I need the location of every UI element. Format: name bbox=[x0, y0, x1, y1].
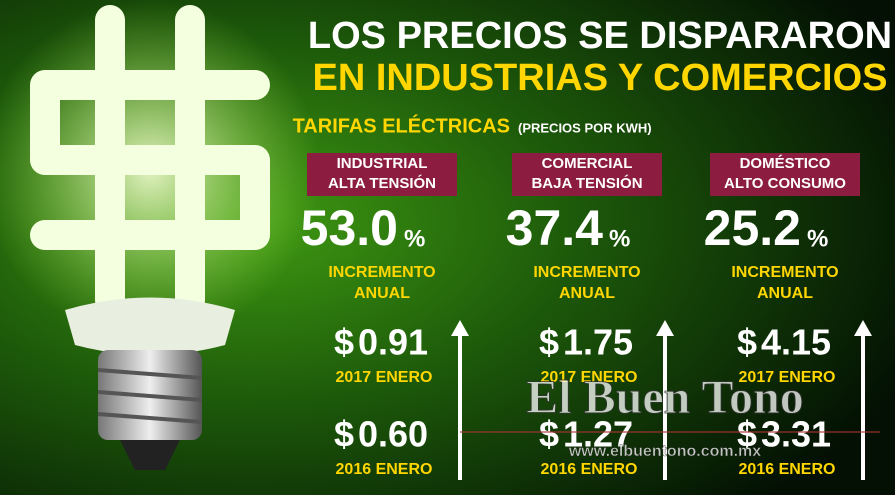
label-box bbox=[307, 153, 457, 196]
label-line: INDUSTRIAL bbox=[337, 155, 428, 172]
price-amount: 1.75 bbox=[563, 322, 633, 363]
price-amount: 1.27 bbox=[563, 414, 633, 455]
caption-line: INCREMENTO bbox=[328, 264, 435, 281]
caption-line: ANUAL bbox=[559, 285, 615, 302]
price-currency: $ bbox=[334, 322, 354, 363]
percent-unit: % bbox=[807, 225, 828, 252]
price-amount: 0.60 bbox=[358, 414, 428, 455]
subtitle: TARIFAS ELÉCTRICAS bbox=[293, 114, 510, 137]
watermark: El Buen Tono www.elbuentono.com.mx bbox=[460, 371, 880, 460]
price-period: 2016 ENERO bbox=[739, 461, 836, 478]
watermark-name: El Buen Tono bbox=[526, 371, 804, 424]
percent-unit: % bbox=[404, 225, 425, 252]
caption-line: INCREMENTO bbox=[533, 264, 640, 281]
caption-line: INCREMENTO bbox=[731, 264, 838, 281]
percent-unit: % bbox=[609, 225, 630, 252]
price-period: 2016 ENERO bbox=[541, 461, 638, 478]
title-line: LOS PRECIOS SE DISPARARON bbox=[308, 15, 892, 57]
title-line: EN INDUSTRIAS Y COMERCIOS bbox=[312, 57, 887, 99]
price-currency: $ bbox=[737, 414, 757, 455]
price-period: 2017 ENERO bbox=[541, 369, 638, 386]
price-amount: 3.31 bbox=[761, 414, 831, 455]
price-amount: 4.15 bbox=[761, 322, 831, 363]
price-period: 2017 ENERO bbox=[336, 369, 433, 386]
caption-line: ANUAL bbox=[757, 285, 813, 302]
price-period: 2016 ENERO bbox=[336, 461, 433, 478]
caption-line: ANUAL bbox=[354, 285, 410, 302]
price-period: 2017 ENERO bbox=[739, 369, 836, 386]
label-line: DOMÉSTICO bbox=[740, 155, 831, 172]
price-amount: 0.91 bbox=[358, 322, 428, 363]
percent-value: 37.4 bbox=[506, 200, 604, 256]
label-box bbox=[710, 153, 860, 196]
price-currency: $ bbox=[539, 322, 559, 363]
watermark-url: www.elbuentono.com.mx bbox=[568, 443, 761, 460]
arrow-head bbox=[854, 320, 872, 336]
label-line: ALTA TENSIÓN bbox=[328, 174, 436, 192]
subtitle-note: (PRECIOS POR KWH) bbox=[518, 120, 652, 135]
price-currency: $ bbox=[737, 322, 757, 363]
label-box bbox=[512, 153, 662, 196]
label-line: ALTO CONSUMO bbox=[724, 175, 846, 192]
label-line: BAJA TENSIÓN bbox=[531, 174, 642, 192]
columns: INDUSTRIAL ALTA TENSIÓN 53.0 % INCREMENTO ANU… bbox=[301, 153, 872, 480]
arrow-head bbox=[656, 320, 674, 336]
percent-value: 53.0 bbox=[301, 200, 398, 256]
bulb-illustration bbox=[0, 0, 320, 470]
label-line: COMERCIAL bbox=[542, 155, 633, 172]
arrow-head bbox=[451, 320, 469, 336]
percent-value: 25.2 bbox=[704, 200, 801, 256]
price-currency: $ bbox=[539, 414, 559, 455]
price-currency: $ bbox=[334, 414, 354, 455]
